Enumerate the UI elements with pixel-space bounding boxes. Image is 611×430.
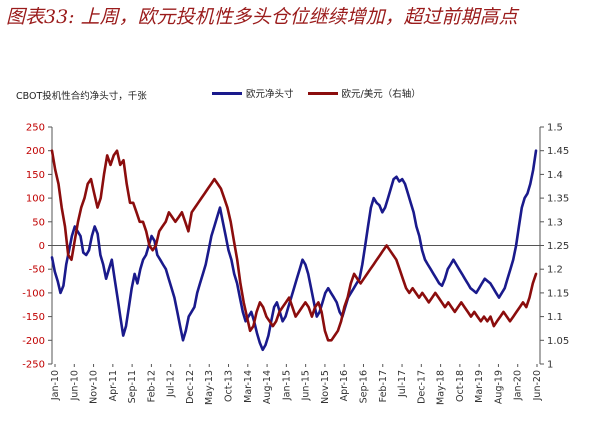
right-tick-label: 1.5 — [547, 123, 563, 134]
x-tick-label: Apr-11 — [108, 370, 119, 401]
left-tick-label: 0 — [39, 241, 45, 252]
right-tick-label: 1 — [547, 360, 553, 371]
x-tick-label: Jul-12 — [166, 370, 177, 398]
x-tick-label: Mar-14 — [243, 370, 254, 403]
x-tick-label: Feb-12 — [146, 370, 157, 402]
x-tick-label: Feb-17 — [378, 370, 389, 402]
x-tick-label: Dec-17 — [416, 370, 427, 404]
x-tick-label: Jul-17 — [397, 370, 408, 398]
x-tick-label: Mar-19 — [474, 370, 485, 403]
right-tick-label: 1.4 — [547, 170, 563, 181]
x-tick-label: Oct-18 — [455, 370, 466, 402]
x-tick-label: May-18 — [436, 370, 447, 405]
right-tick-label: 1.3 — [547, 217, 563, 228]
x-tick-label: Apr-16 — [339, 370, 350, 401]
left-tick-label: 100 — [26, 194, 45, 205]
right-tick-label: 1.35 — [547, 194, 569, 205]
chart-title: 图表33: 上周，欧元投机性多头仓位继续增加，超过前期高点 — [6, 6, 518, 28]
x-tick-label: Jun-20 — [532, 370, 543, 401]
series-line-eurusd — [50, 149, 538, 342]
legend-swatch-positions — [212, 91, 242, 95]
x-tick-label: Oct-13 — [224, 370, 235, 402]
series-line-positions — [50, 149, 538, 352]
left-tick-label: 200 — [26, 146, 45, 157]
right-tick-label: 1.2 — [547, 265, 563, 276]
right-tick-label: 1.25 — [547, 241, 569, 252]
left-tick-label: -150 — [22, 312, 45, 323]
left-tick-label: -100 — [22, 288, 45, 299]
left-tick-label: -200 — [22, 336, 45, 347]
left-tick-label: -250 — [22, 360, 45, 371]
x-tick-label: Sep-16 — [358, 370, 369, 403]
x-tick-label: Jan-15 — [281, 370, 292, 401]
x-tick-label: Aug-19 — [493, 370, 504, 404]
chart-legend: 欧元净头寸 欧元/美元（右轴） — [212, 86, 421, 100]
x-tick-label: Aug-14 — [262, 370, 273, 404]
legend-item-eurusd: 欧元/美元（右轴） — [307, 86, 421, 100]
legend-label-positions: 欧元净头寸 — [246, 89, 294, 100]
legend-item-positions: 欧元净头寸 — [212, 86, 294, 100]
legend-swatch-eurusd — [307, 91, 338, 95]
left-tick-label: 150 — [26, 170, 45, 181]
x-tick-label: Sep-11 — [127, 370, 138, 403]
right-tick-label: 1.45 — [547, 146, 569, 157]
chart-subtitle: CBOT投机性合约净头寸，千张 — [16, 91, 147, 102]
x-tick-label: May-13 — [204, 370, 215, 405]
left-tick-label: 50 — [32, 217, 45, 228]
right-tick-label: 1.1 — [547, 312, 563, 323]
x-tick-label: Nov-10 — [89, 370, 100, 404]
left-tick-label: 250 — [26, 123, 45, 134]
right-tick-label: 1.15 — [547, 288, 569, 299]
legend-label-eurusd: 欧元/美元（右轴） — [341, 89, 421, 100]
left-tick-label: -50 — [29, 265, 45, 276]
x-tick-label: Jun-15 — [301, 370, 312, 401]
x-tick-label: Nov-15 — [320, 370, 331, 404]
x-tick-label: Dec-12 — [185, 370, 196, 404]
right-tick-label: 1.05 — [547, 336, 569, 347]
x-tick-label: Jun-10 — [69, 370, 80, 401]
x-tick-label: Jan-20 — [513, 370, 524, 401]
x-tick-label: Jan-10 — [50, 370, 61, 401]
